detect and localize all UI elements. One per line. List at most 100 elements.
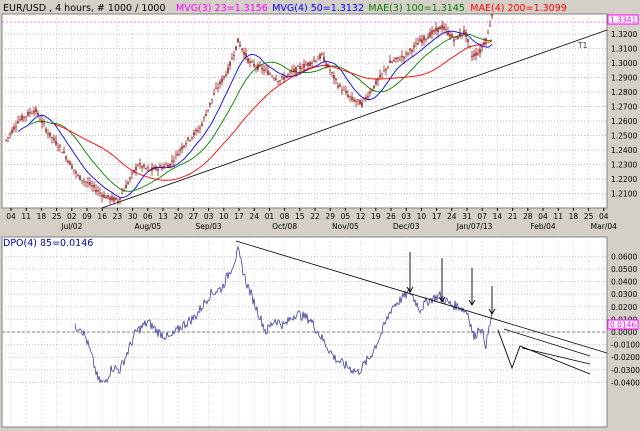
price-plot-area xyxy=(1,13,608,209)
candle-body xyxy=(29,112,31,114)
x-day-label: 13 xyxy=(158,212,168,221)
candle-body xyxy=(171,160,173,162)
candle-body xyxy=(247,58,249,63)
dpo-annotations xyxy=(235,240,608,375)
candle-body xyxy=(211,98,213,100)
candle-body xyxy=(485,38,487,42)
candle-body xyxy=(435,27,437,32)
candle-body xyxy=(467,38,469,42)
candle-body xyxy=(471,55,473,58)
candle-body xyxy=(369,91,371,94)
candle-body xyxy=(347,94,349,97)
candle-body xyxy=(251,61,253,63)
candle-body xyxy=(21,115,23,121)
candle-body xyxy=(119,198,121,200)
candle-body xyxy=(403,56,405,59)
candle-body xyxy=(487,32,489,34)
dpo-y-tick-label: 0.0500 xyxy=(611,265,637,274)
indicator-label: MAE(3) 100=1.3145 xyxy=(368,3,465,14)
candle-body xyxy=(437,27,439,33)
candle-body xyxy=(237,38,239,43)
candle-body xyxy=(315,60,317,62)
candle-body xyxy=(261,67,263,70)
candle-body xyxy=(461,34,463,36)
price-y-axis: 1.3200 1.3100 1.3000 1.2900 1.2800 1.2700 1.26… xyxy=(611,30,637,199)
projected-line-1 xyxy=(503,328,591,357)
x-day-label: 09 xyxy=(82,212,92,221)
x-month-label: Nov/05 xyxy=(332,222,359,231)
candle-body xyxy=(465,31,467,37)
x-day-label: 28 xyxy=(523,212,533,221)
x-day-label: 18 xyxy=(569,212,579,221)
indicator-label: MVG(3) 23=1.3156 xyxy=(176,3,268,14)
candle-body xyxy=(241,48,243,50)
candle-body xyxy=(473,53,475,57)
current-price-box xyxy=(607,14,639,25)
candle-body xyxy=(421,39,423,43)
candle-body xyxy=(303,63,305,69)
candle-body xyxy=(137,165,139,167)
candle-body xyxy=(479,49,481,54)
candle-body xyxy=(389,60,391,63)
date-axis: 04 11 18 25 02 09 16 23 30 06 13 20 27 03 10 17 24 01 08 15… xyxy=(6,208,617,231)
candle-body xyxy=(395,57,397,60)
x-day-label: 08 xyxy=(280,212,290,221)
candle-body xyxy=(11,129,13,134)
x-day-label: 04 xyxy=(6,212,16,221)
candle-body xyxy=(91,185,93,187)
candle-body xyxy=(109,197,111,200)
candle-body xyxy=(301,68,303,70)
candle-body xyxy=(397,57,399,59)
candle-body xyxy=(163,166,165,168)
candle-body xyxy=(59,145,61,147)
x-day-label: 17 xyxy=(432,212,442,221)
y-tick-label: 1.2800 xyxy=(611,88,637,97)
x-day-label: 04 xyxy=(538,212,548,221)
candle-body xyxy=(417,43,419,45)
candle-body xyxy=(101,194,103,197)
candle-body xyxy=(143,164,145,167)
candle-body xyxy=(133,169,135,173)
dpo-y-tick-label: 0.0300 xyxy=(611,290,637,299)
candle-body xyxy=(25,116,27,118)
candle-body xyxy=(457,36,459,40)
candle-body xyxy=(285,76,287,78)
candle-body xyxy=(257,64,259,70)
candle-body xyxy=(149,169,151,171)
candle-body xyxy=(269,73,271,75)
candle-body xyxy=(227,67,229,74)
candle-body xyxy=(61,151,63,153)
candle-body xyxy=(321,53,323,55)
candle-body xyxy=(373,85,375,89)
x-day-label: 29 xyxy=(325,212,335,221)
candle-body xyxy=(239,44,241,47)
candle-body xyxy=(329,70,331,71)
candle-body xyxy=(445,28,447,30)
candle-body xyxy=(335,78,337,81)
candle-body xyxy=(95,189,97,192)
indicator-label: MAE(4) 200=1.3099 xyxy=(470,3,567,14)
candle-body xyxy=(153,167,155,170)
candle-body xyxy=(87,182,89,184)
candle-body xyxy=(53,137,55,141)
y-tick-label: 1.2700 xyxy=(611,103,637,112)
x-month-label: Feb/04 xyxy=(530,222,556,231)
x-month-label: Mar/04 xyxy=(591,222,617,231)
candle-body xyxy=(263,69,265,71)
x-day-label: 07 xyxy=(477,212,487,221)
indicator-label: MVG(4) 50=1.3132 xyxy=(272,3,364,14)
candle-body xyxy=(5,139,7,141)
candle-body xyxy=(117,200,119,203)
x-day-label: 11 xyxy=(553,212,563,221)
candle-body xyxy=(267,70,269,75)
candle-body xyxy=(459,33,461,37)
candle-body xyxy=(319,54,321,59)
candle-body xyxy=(233,54,235,56)
dpo-title: DPO(4) 85=0.0146 xyxy=(3,238,93,249)
support-trendline xyxy=(101,29,608,209)
x-day-label: 06 xyxy=(143,212,153,221)
candle-body xyxy=(225,74,227,76)
candle-body xyxy=(449,34,451,37)
candle-body xyxy=(99,192,101,194)
